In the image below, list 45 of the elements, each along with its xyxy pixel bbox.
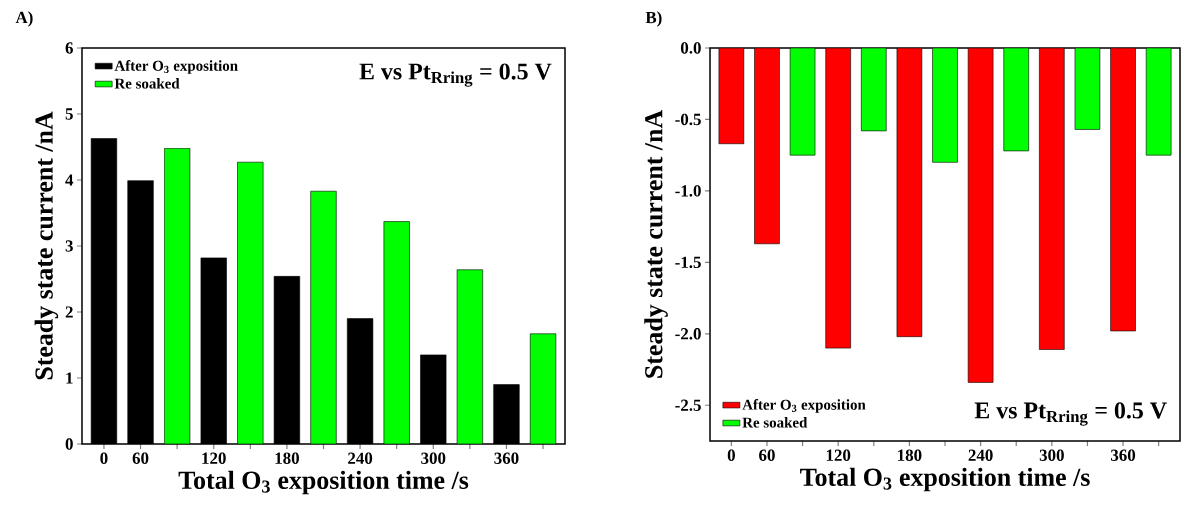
x-tick-label: 180 (275, 452, 299, 464)
y-tick-label: -0.5 (675, 113, 701, 126)
bar (529, 333, 557, 444)
bar (237, 162, 264, 444)
legend-label: After O$_{3}$ exposition (114, 60, 238, 74)
x-tick-label: 300 (1039, 449, 1064, 461)
x-tick-label: 240 (968, 449, 993, 461)
legend-label: After O$_{3}$ exposition (742, 399, 866, 413)
y-tick-label: -2.0 (675, 328, 701, 340)
x-tick-label: 360 (494, 452, 519, 464)
y-tick-label: 1 (66, 372, 73, 384)
y-tick-label: 3 (65, 240, 73, 252)
x-axis-title: Total O$_{3}$ exposition time /s (178, 470, 469, 495)
legend-label: Re soaked (742, 417, 808, 428)
y-tick-label: -1.0 (675, 185, 701, 197)
annotation: E vs Pt$_{Rring}$ = 0.5 V (974, 402, 1167, 426)
y-axis-title: Steady state current /nA (34, 111, 59, 380)
y-tick-label: -1.5 (675, 256, 701, 269)
y-axis-title: Steady state current /nA (644, 110, 668, 378)
chart-title: A) (15, 11, 33, 27)
y-tick-label: 0.0 (680, 42, 701, 54)
bar (164, 148, 190, 444)
x-tick-label: 0 (100, 452, 108, 464)
x-tick-label: 120 (202, 452, 226, 464)
bar (457, 269, 483, 444)
x-tick-label: 60 (759, 449, 775, 461)
bar (310, 191, 337, 444)
x-tick-label: 360 (1110, 449, 1136, 461)
y-tick-label: 0 (65, 438, 73, 450)
x-tick-label: 240 (348, 452, 373, 464)
chart-title: B) (645, 11, 662, 27)
y-tick-label: 5 (65, 108, 73, 120)
x-axis-title: Total O$_{3}$ exposition time /s (800, 467, 1090, 492)
y-tick-label: 6 (65, 42, 73, 54)
x-tick-label: 120 (826, 449, 851, 461)
bar (383, 221, 410, 444)
y-tick-label: -2.5 (675, 399, 701, 411)
x-tick-label: 180 (898, 449, 922, 461)
x-tick-label: 300 (421, 452, 446, 464)
x-tick-label: 0 (727, 449, 735, 461)
x-tick-label: 60 (132, 452, 149, 464)
legend-label: Re soaked (114, 78, 180, 89)
y-tick-label: 4 (65, 174, 74, 186)
annotation: E vs Pt$_{Rring}$ = 0.5 V (359, 63, 552, 87)
y-tick-label: 2 (65, 306, 73, 318)
